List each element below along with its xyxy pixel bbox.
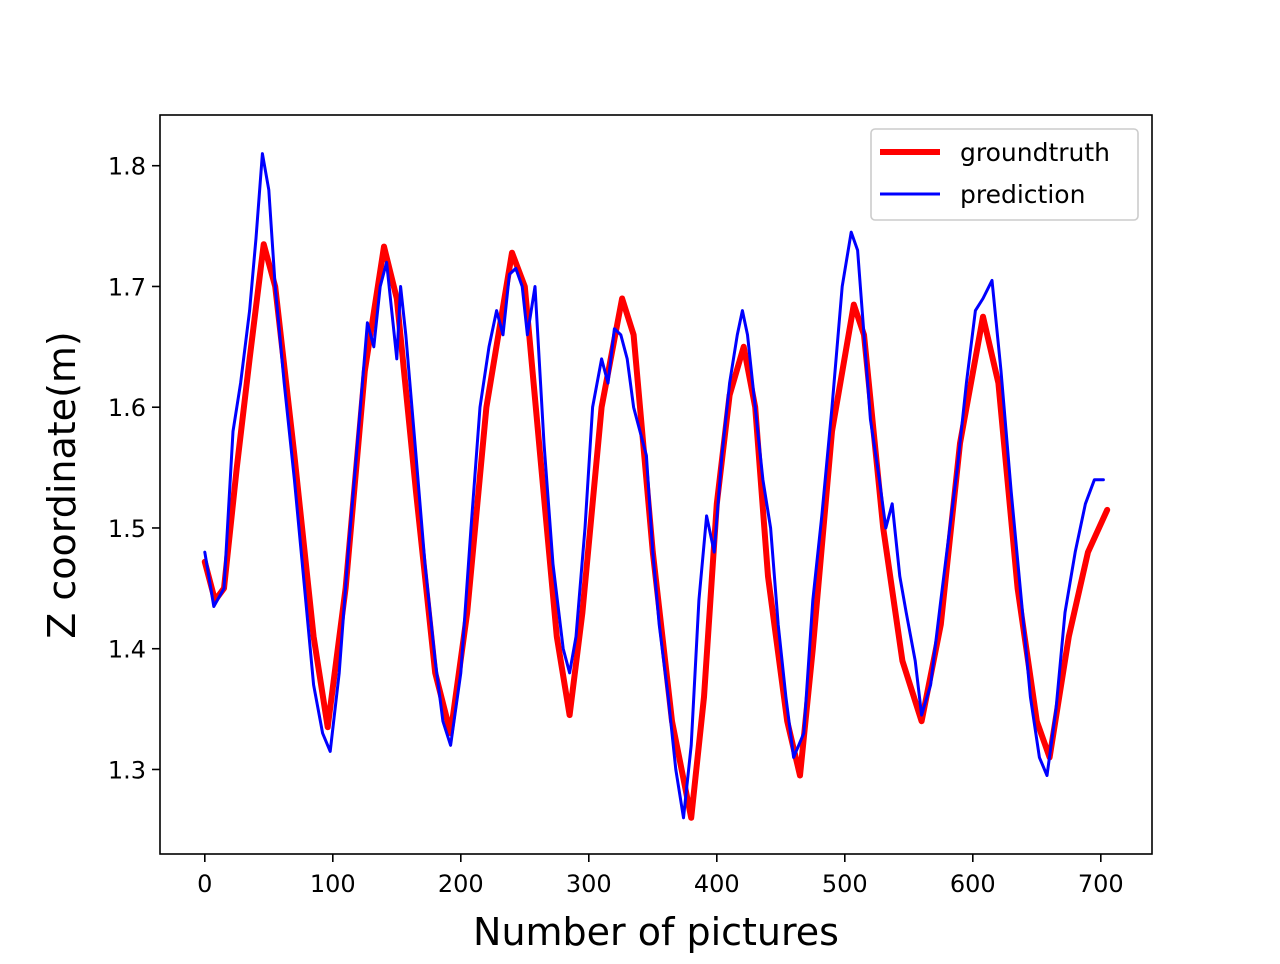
series-layer: [201, 152, 1111, 821]
x-tick-label: 200: [438, 870, 484, 898]
x-tick-label: 0: [197, 870, 212, 898]
y-axis-ticks: 1.3 1.4 1.5 1.6 1.7 1.8: [108, 153, 160, 784]
y-tick-label: 1.6: [108, 394, 146, 422]
y-tick-label: 1.3: [108, 756, 146, 784]
legend-label-prediction: prediction: [960, 180, 1085, 209]
legend-label-groundtruth: groundtruth: [960, 138, 1110, 167]
x-tick-label: 700: [1078, 870, 1124, 898]
y-tick-label: 1.4: [108, 636, 146, 664]
y-tick-label: 1.8: [108, 153, 146, 181]
x-tick-label: 300: [566, 870, 612, 898]
x-tick-label: 400: [694, 870, 740, 898]
series-line-prediction: [203, 152, 1105, 820]
y-tick-label: 1.5: [108, 515, 146, 543]
x-tick-label: 600: [950, 870, 996, 898]
legend: groundtruth prediction: [870, 128, 1139, 221]
plot-frame: [159, 114, 1153, 855]
y-axis-label: Z coordinate(m): [40, 331, 84, 638]
x-axis-label: Number of pictures: [473, 910, 839, 954]
y-tick-label: 1.7: [108, 273, 146, 301]
x-axis-ticks: 0 100 200 300 400 500 600 700: [197, 854, 1124, 898]
x-tick-label: 500: [822, 870, 868, 898]
x-tick-label: 100: [310, 870, 356, 898]
